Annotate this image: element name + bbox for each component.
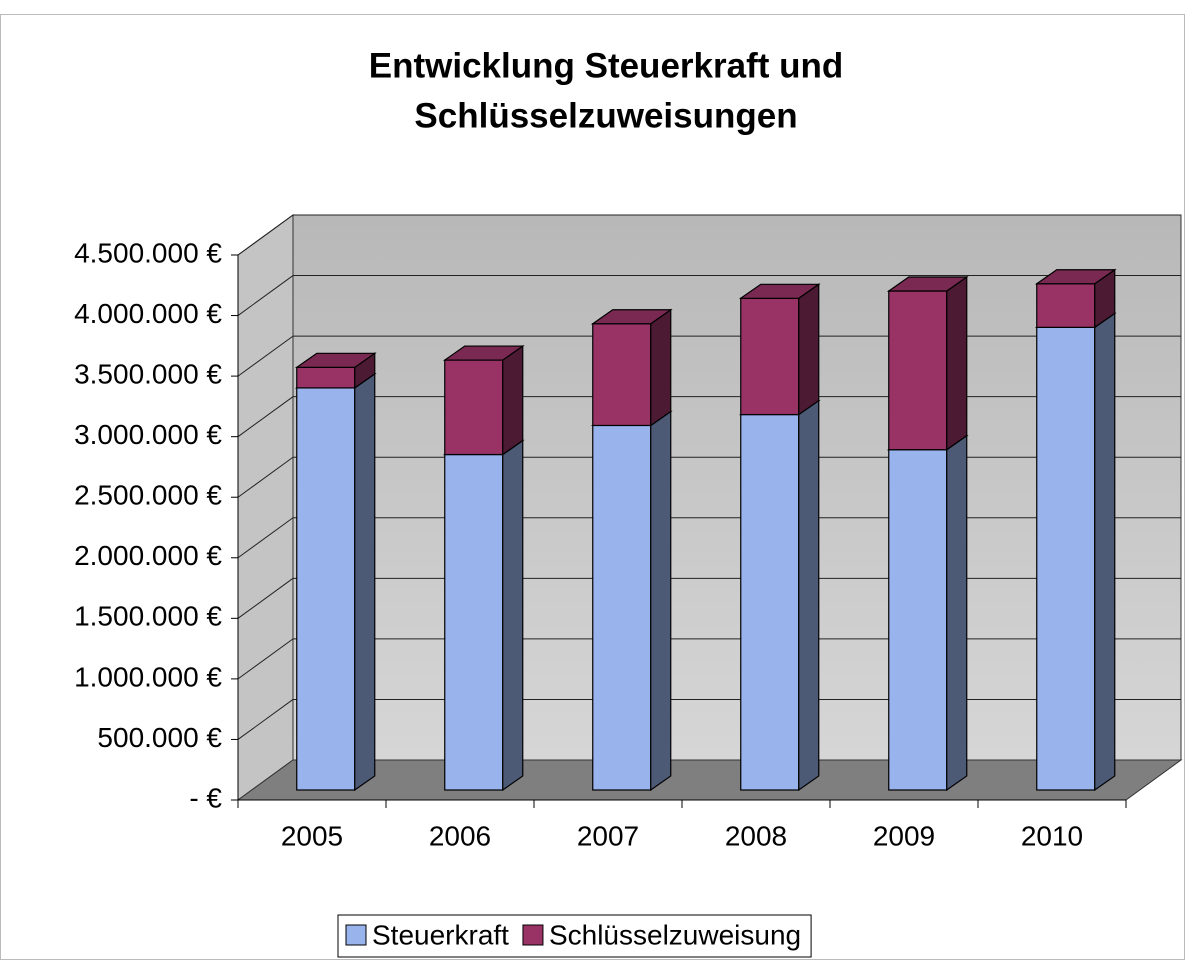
side-wall: [237, 214, 294, 801]
bar-top: [1034, 269, 1117, 285]
x-tick-label: 2006: [429, 820, 491, 851]
grid-line: [237, 517, 294, 559]
bar-side: [650, 410, 672, 792]
legend-label: Steuerkraft: [372, 919, 509, 950]
x-tick-label: 2008: [725, 820, 787, 851]
grid-line: [237, 638, 294, 680]
bar: [592, 424, 652, 791]
bar: [888, 290, 948, 451]
bar: [592, 323, 652, 427]
legend-swatch: [345, 924, 367, 946]
bar: [296, 387, 356, 791]
bar-side: [1094, 312, 1116, 792]
bar: [444, 359, 504, 456]
bar: [296, 366, 356, 389]
y-tick-label: 4.000.000 €: [74, 298, 222, 329]
bar: [444, 453, 504, 791]
x-tick-label: 2005: [281, 820, 343, 851]
grid-line: [237, 275, 294, 316]
bar-side: [798, 283, 820, 416]
bar-side: [946, 434, 968, 792]
bar-top: [590, 309, 673, 325]
bar-side: [502, 344, 524, 456]
grid-line: [237, 577, 294, 619]
grid-line: [237, 699, 294, 740]
grid-line: [237, 456, 294, 498]
y-tick-label: 2.000.000 €: [74, 540, 222, 571]
chart-title: Entwicklung Steuerkraft und: [369, 46, 844, 85]
grid-line: [237, 214, 294, 256]
y-tick-label: 1.500.000 €: [74, 601, 222, 632]
grid-line: [237, 335, 294, 377]
bar-side: [650, 308, 672, 427]
bar-side: [354, 372, 376, 792]
grid-line: [237, 396, 294, 438]
bar: [888, 449, 948, 791]
bar-top: [886, 276, 969, 292]
y-tick-label: 500.000 €: [97, 722, 222, 753]
bar-top: [442, 345, 525, 361]
bar: [1036, 326, 1096, 791]
bar-top: [738, 283, 821, 299]
y-tick-label: 4.500.000 €: [74, 237, 222, 268]
x-tick-label: 2010: [1021, 820, 1083, 851]
legend: Steuerkraft Schlüsselzuweisung: [337, 914, 812, 958]
x-tick-label: 2009: [873, 820, 935, 851]
legend-box: [337, 914, 812, 958]
chart-title: Schlüsselzuweisungen: [414, 96, 797, 135]
y-tick-label: - €: [189, 782, 222, 813]
bar-top: [294, 352, 377, 368]
bar: [740, 413, 800, 791]
bar: [1036, 283, 1096, 328]
y-tick-label: 2.500.000 €: [74, 480, 222, 511]
bar-side: [798, 399, 820, 792]
plot-area: - € 500.000 € 1.000.000 € 1.500.000 € 2.000.…: [74, 214, 1183, 851]
bar-side: [946, 275, 968, 451]
legend-label: Schlüsselzuweisung: [549, 919, 801, 950]
y-tick-label: 3.000.000 €: [74, 419, 222, 450]
bar-side: [502, 439, 524, 792]
y-tick-label: 3.500.000 €: [74, 359, 222, 390]
x-tick-label: 2007: [577, 820, 639, 851]
bar: [740, 297, 800, 416]
legend-swatch: [522, 924, 544, 946]
y-tick-label: 1.000.000 €: [74, 661, 222, 692]
